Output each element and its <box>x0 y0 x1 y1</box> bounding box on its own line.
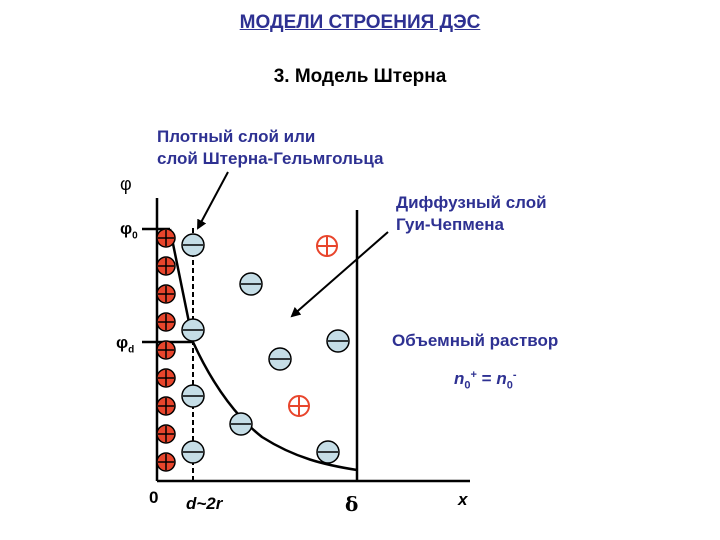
dense-layer-arrow <box>197 171 229 230</box>
diffuse-layer-label: Диффузный слой Гуи-Чепмена <box>396 192 547 236</box>
negative-ion <box>181 233 205 257</box>
page-subtitle: 3. Модель Штерна <box>273 66 447 87</box>
negative-ion <box>239 272 263 296</box>
positive-ion-outline <box>288 395 310 417</box>
x-axis-label: x <box>458 490 468 509</box>
dense-layer-line1: Плотный слой или <box>157 127 316 146</box>
positive-ion <box>156 228 176 248</box>
positive-ion <box>156 312 176 332</box>
negative-ion <box>268 347 292 371</box>
y-axis-label: φ <box>120 174 132 194</box>
dense-layer-negative-ions <box>181 233 205 464</box>
origin-label: 0 <box>149 488 159 507</box>
positive-ion <box>156 396 176 416</box>
page-title: МОДЕЛИ СТРОЕНИЯ ДЭС <box>239 12 481 33</box>
positive-ion <box>156 452 176 472</box>
positive-ion <box>156 256 176 276</box>
surface-positive-ions <box>156 228 176 472</box>
bulk-solution-label: Объемный раствор <box>392 331 559 350</box>
positive-ion <box>156 368 176 388</box>
bulk-equation: n0+ = n0- <box>454 369 517 392</box>
phid-label: φd <box>116 333 135 356</box>
positive-ion <box>156 284 176 304</box>
dense-layer-label: Плотный слой или слой Штерна-Гельмгольца <box>157 126 383 170</box>
phi0-label: φ0 <box>120 219 138 242</box>
positive-ion-outline <box>316 235 338 257</box>
diffuse-positive-ions <box>288 235 338 417</box>
negative-ion <box>316 440 340 464</box>
delta-label: δ <box>345 492 359 516</box>
diffuse-layer-arrow <box>290 231 389 318</box>
positive-ion <box>156 340 176 360</box>
diffuse-layer-line2: Гуи-Чепмена <box>396 215 504 234</box>
negative-ion <box>326 329 350 353</box>
negative-ion <box>181 384 205 408</box>
negative-ion <box>229 412 253 436</box>
positive-ion <box>156 424 176 444</box>
negative-ion <box>181 318 205 342</box>
diffuse-layer-line1: Диффузный слой <box>396 193 547 212</box>
potential-curve <box>168 228 358 472</box>
diffuse-negative-ions <box>229 272 350 464</box>
dense-layer-line2: слой Штерна-Гельмгольца <box>157 149 384 168</box>
d-label: d~2r <box>186 494 223 513</box>
negative-ion <box>181 440 205 464</box>
